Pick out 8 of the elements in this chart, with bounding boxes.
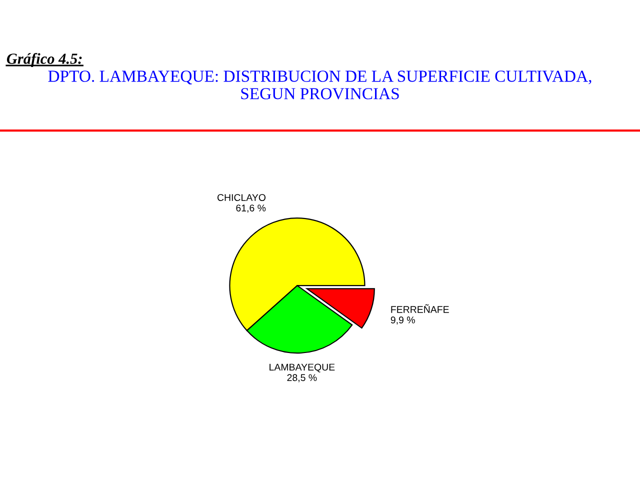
text: Gráfico 4.5: bbox=[6, 52, 82, 68]
slice-label: CHICLAYO bbox=[217, 194, 266, 201]
slice-label: LAMBAYEQUE bbox=[270, 364, 335, 372]
data-label: 28,5 % bbox=[287, 374, 317, 382]
slice-label: FERREÑAFE bbox=[391, 304, 449, 313]
data-label: 61,6 % bbox=[236, 204, 266, 213]
chart-title: DPTO. LAMBAYEQUE: DISTRIBUCION DE LA SUPERFICIE CULTIVADA, SEGUN PROVINCIAS bbox=[48, 70, 592, 100]
data-label: 9,9 % bbox=[390, 316, 415, 325]
